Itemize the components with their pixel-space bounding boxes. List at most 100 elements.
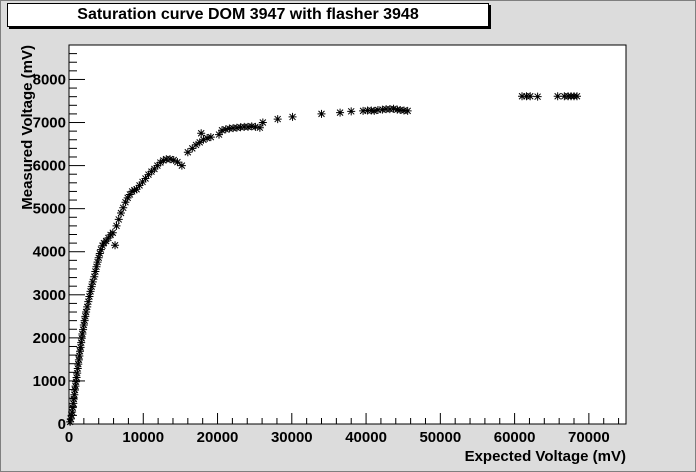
data-point — [69, 399, 78, 408]
data-point — [79, 325, 88, 334]
y-tick-label: 8000 — [33, 71, 66, 88]
data-point — [203, 134, 212, 143]
data-point — [68, 407, 77, 416]
x-tick-label: 60000 — [494, 429, 536, 446]
data-point — [73, 369, 82, 378]
y-tick-label: 3000 — [33, 287, 66, 304]
data-point — [251, 122, 260, 131]
y-tick-label: 4000 — [33, 244, 66, 261]
data-point — [94, 253, 103, 262]
data-point — [518, 92, 527, 101]
x-tick-label: 40000 — [345, 429, 387, 446]
y-tick-label: 5000 — [33, 201, 66, 218]
data-point — [71, 382, 80, 391]
data-point — [135, 181, 144, 190]
data-point — [86, 287, 95, 296]
data-point — [128, 187, 137, 196]
data-point — [183, 148, 192, 157]
data-point — [119, 203, 128, 212]
data-point — [572, 92, 581, 101]
data-point — [188, 144, 197, 153]
data-point — [403, 106, 412, 115]
data-point — [108, 228, 117, 237]
data-point — [96, 245, 105, 254]
y-axis-title: Measured Voltage (mV) — [19, 45, 36, 210]
data-point — [389, 104, 398, 113]
data-point — [317, 109, 326, 118]
data-point — [373, 106, 382, 115]
data-point — [92, 262, 101, 271]
data-point — [72, 377, 81, 386]
data-point — [141, 174, 150, 183]
data-point — [67, 411, 76, 420]
data-point — [90, 272, 99, 281]
data-point — [83, 302, 92, 311]
data-point — [102, 236, 111, 245]
data-point — [288, 112, 297, 121]
data-point — [159, 156, 168, 165]
data-point — [77, 334, 86, 343]
data-point — [370, 106, 379, 115]
data-point — [121, 198, 130, 207]
data-point — [74, 355, 83, 364]
data-point — [98, 241, 107, 250]
chart-title: Saturation curve DOM 3947 with flasher 3… — [7, 3, 489, 27]
data-point — [84, 297, 93, 306]
y-tick-label: 6000 — [33, 158, 66, 175]
data-point — [111, 241, 120, 250]
data-point — [87, 282, 96, 291]
data-point — [112, 221, 121, 230]
data-point — [78, 329, 87, 338]
data-point — [173, 158, 182, 167]
data-point — [104, 233, 113, 242]
y-tick-label: 0 — [58, 416, 66, 433]
x-tick-label: 30000 — [271, 429, 313, 446]
data-point — [191, 140, 200, 149]
data-point — [347, 107, 356, 116]
data-point — [91, 267, 100, 276]
data-point — [114, 215, 123, 224]
plot-area — [68, 44, 627, 425]
data-point — [156, 158, 165, 167]
data-point — [150, 165, 159, 174]
x-tick-label: 0 — [65, 429, 73, 446]
data-point — [166, 155, 175, 164]
data-point — [217, 126, 226, 135]
data-point — [73, 364, 82, 373]
data-point — [77, 338, 86, 347]
data-point — [75, 347, 84, 356]
data-points — [66, 92, 581, 426]
data-point — [526, 92, 535, 101]
data-point — [206, 133, 215, 142]
data-point — [273, 115, 282, 124]
data-point — [553, 92, 562, 101]
x-tick-label: 70000 — [568, 429, 610, 446]
data-point — [85, 292, 94, 301]
data-point — [81, 312, 90, 321]
data-point — [79, 320, 88, 329]
data-point — [130, 186, 139, 195]
data-point — [533, 92, 542, 101]
data-point — [70, 390, 79, 399]
data-point — [66, 414, 75, 423]
x-tick-label: 50000 — [419, 429, 461, 446]
data-point — [93, 258, 102, 267]
data-point — [138, 177, 147, 186]
data-point — [195, 138, 204, 147]
data-point — [221, 125, 230, 134]
data-point — [169, 155, 178, 164]
data-point — [123, 193, 132, 202]
data-point — [199, 135, 208, 144]
x-tick-label: 20000 — [197, 429, 239, 446]
data-point — [69, 395, 78, 404]
data-point — [75, 351, 84, 360]
data-point — [177, 161, 186, 170]
data-point — [336, 108, 345, 117]
x-tick-label: 10000 — [122, 429, 164, 446]
data-point — [359, 106, 368, 115]
data-point — [74, 360, 83, 369]
data-point — [88, 277, 97, 286]
x-axis-title: Expected Voltage (mV) — [465, 448, 626, 465]
data-point — [95, 249, 104, 258]
